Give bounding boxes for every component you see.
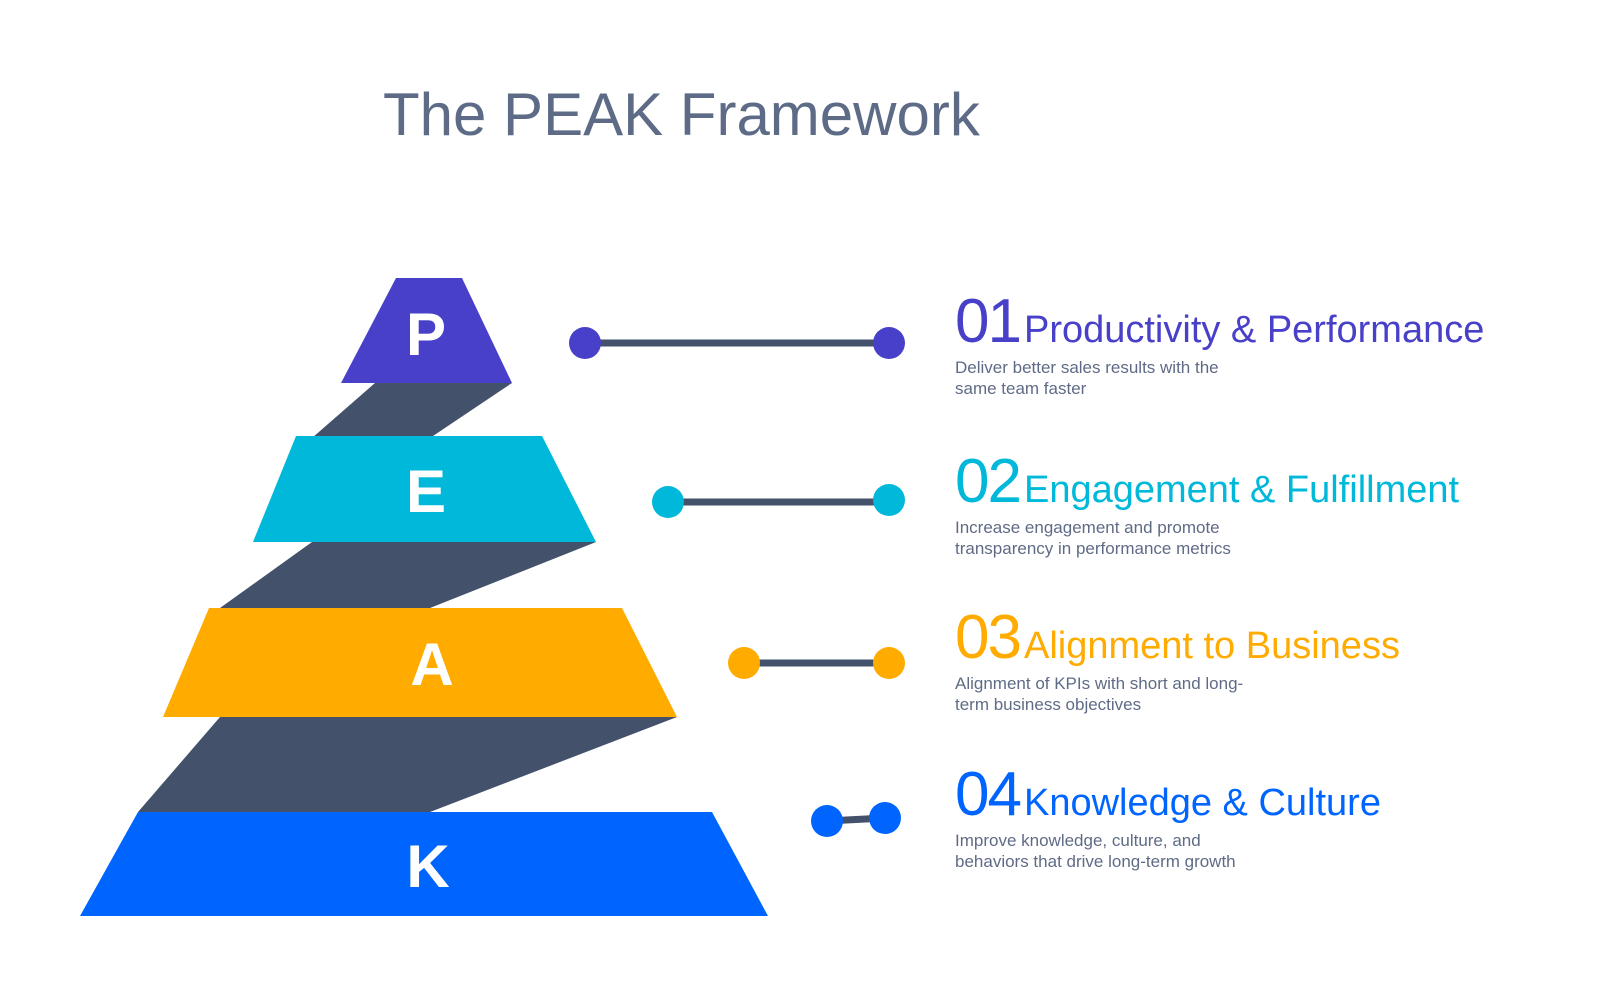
connector-dot-right-01: [873, 327, 905, 359]
tier-k: [80, 812, 768, 916]
connector-dot-left-04: [811, 805, 843, 837]
connector-band-3: [138, 717, 677, 812]
connector-dot-left-02: [652, 486, 684, 518]
connector-band-2: [220, 542, 596, 608]
level-title-03: Alignment to Business: [1023, 625, 1400, 667]
level-description-04: Improve knowledge, culture, and behavior…: [955, 831, 1236, 871]
level-title-04: Knowledge & Culture: [1023, 782, 1381, 824]
tier-a: [163, 608, 677, 717]
level-heading-03: 03 Alignment to Business: [955, 607, 1595, 669]
connector-dot-right-03: [873, 647, 905, 679]
level-description-02: Increase engagement and promote transpar…: [955, 518, 1231, 558]
connector-dot-left-01: [569, 327, 601, 359]
tier-letter-p: P: [406, 301, 446, 368]
level-title-01: Productivity & Performance: [1023, 309, 1485, 351]
connector-dot-right-02: [873, 484, 905, 516]
connector-04: [811, 802, 901, 837]
level-description-03: Alignment of KPIs with short and long-te…: [955, 674, 1244, 714]
level-number-04: 04: [955, 760, 1022, 829]
level-description-01: Deliver better sales results with the sa…: [955, 358, 1219, 398]
tier-p: [341, 278, 512, 383]
level-number-02: 02: [955, 447, 1022, 516]
connector-band-1: [312, 383, 512, 438]
level-number-03: 03: [955, 603, 1022, 672]
level-heading-01: 01 Productivity & Performance: [955, 291, 1595, 353]
level-heading-04: 04 Knowledge & Culture: [955, 764, 1595, 826]
connector-dot-right-04: [869, 802, 901, 834]
level-item-01: 01 Productivity & Performance Deliver bet…: [955, 291, 1595, 399]
level-title-02: Engagement & Fulfillment: [1023, 469, 1460, 511]
level-number-01: 01: [955, 287, 1022, 356]
connector-dot-left-03: [728, 647, 760, 679]
tier-letter-a: A: [410, 631, 453, 698]
tier-letter-k: K: [406, 833, 449, 900]
connector-03: [728, 647, 905, 679]
level-item-02: 02 Engagement & Fulfillment Increase enga…: [955, 451, 1595, 559]
page-title: The PEAK Framework: [383, 81, 980, 148]
level-item-03: 03 Alignment to Business Alignment of KPI…: [955, 607, 1595, 715]
tier-letter-e: E: [406, 458, 446, 525]
level-item-04: 04 Knowledge & Culture Improve knowledge,…: [955, 764, 1595, 872]
tier-e: [253, 436, 596, 542]
connector-02: [652, 484, 905, 518]
level-heading-02: 02 Engagement & Fulfillment: [955, 451, 1595, 513]
connector-01: [569, 327, 905, 359]
